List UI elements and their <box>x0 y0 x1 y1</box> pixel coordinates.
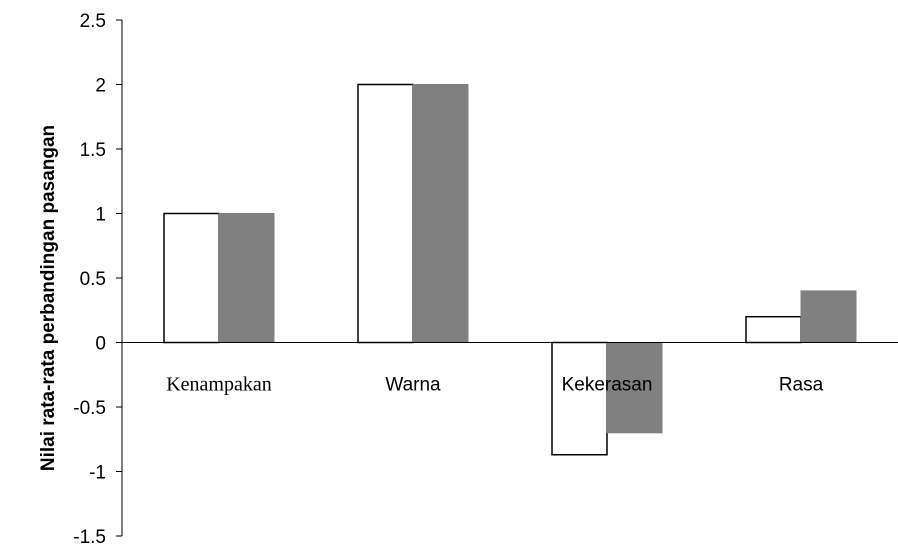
y-tick-label: 2 <box>95 76 106 97</box>
bars <box>163 83 857 456</box>
category-labels: Kenampakan Warna Kekerasan Rasa <box>166 374 823 396</box>
bar-warna-series-1 <box>357 83 414 344</box>
x-category-label: Kenampakan <box>166 374 272 396</box>
y-tick-label: -1 <box>89 463 106 484</box>
y-tick-label: 0.5 <box>80 269 106 290</box>
bar-kenampakan-series-2 <box>218 213 275 343</box>
y-tick-label: -0.5 <box>73 398 106 419</box>
bar-kenampakan-series-1 <box>163 212 220 344</box>
y-tick-label: -1.5 <box>73 527 106 546</box>
y-axis-title: Nilai rata-rata perbandingan pasangan <box>38 125 59 471</box>
bar-rasa-series-2 <box>800 290 857 343</box>
y-tick-label: 1 <box>95 205 106 226</box>
x-category-label: Rasa <box>779 375 824 396</box>
y-tick-label: 2.5 <box>80 11 106 32</box>
x-category-label: Warna <box>385 375 441 396</box>
bar-warna-series-2 <box>412 84 469 343</box>
y-axis-ticks: 2.5 2 1.5 1 0.5 0 -0.5 -1 -1.5 <box>73 11 122 546</box>
bar-rasa-series-1 <box>745 315 802 344</box>
x-category-label: Kekerasan <box>562 375 653 396</box>
bar-kekerasan-series-2 <box>606 342 663 434</box>
y-tick-label: 0 <box>95 334 106 355</box>
y-tick-label: 1.5 <box>80 140 106 161</box>
bar-kekerasan-series-1 <box>551 341 608 456</box>
